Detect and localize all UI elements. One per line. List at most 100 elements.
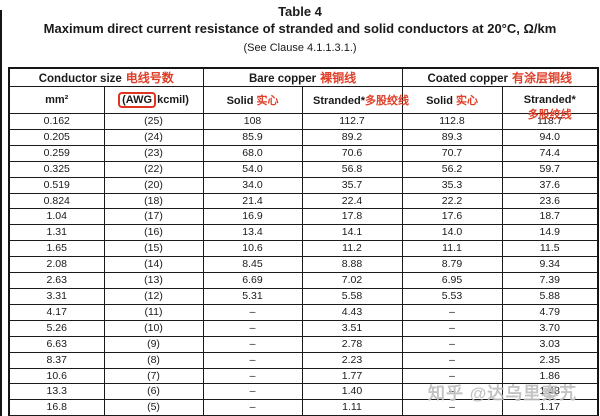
- table-cell: 108: [202, 113, 303, 130]
- table-cell: 2.35: [501, 351, 599, 369]
- table-row: 0.519 (20) 34.0 35.7 35.3 37.6: [8, 176, 599, 194]
- table-cell: 1.31: [8, 224, 105, 242]
- header-coated-solid-en: Solid: [426, 95, 453, 107]
- table-cell: –: [401, 319, 503, 337]
- table-cell: –: [202, 351, 303, 369]
- table-cell: 4.79: [501, 303, 599, 321]
- table-cell: 3.03: [501, 335, 599, 353]
- table-cell: 5.31: [202, 287, 303, 305]
- table-cell: –: [202, 303, 303, 321]
- table-clause-ref: (See Clause 4.1.1.3.1.): [243, 42, 357, 54]
- header-bare-copper: Bare copper 裸铜线: [202, 67, 403, 87]
- table-cell: –: [202, 319, 303, 337]
- table-cell: (7): [103, 367, 204, 385]
- table-cell: 0.325: [8, 160, 105, 178]
- table-cell: 3.51: [301, 319, 403, 337]
- table-cell: 2.08: [8, 256, 105, 274]
- header-bare-copper-en: Bare copper: [248, 73, 317, 85]
- table-cell: –: [202, 335, 303, 353]
- table-cell: (25): [103, 113, 204, 130]
- table-cell: (23): [103, 144, 204, 162]
- table-cell: 16.8: [8, 399, 105, 416]
- table-row: 0.325 (22) 54.0 56.8 56.2 59.7: [8, 160, 599, 178]
- watermark: 知乎 @达乌里秦艽: [428, 384, 578, 403]
- table-cell: 112.8: [401, 113, 503, 130]
- table-cell: 35.7: [301, 176, 403, 194]
- header-conductor-size-en: Conductor size: [38, 73, 122, 85]
- table-cell: 22.4: [301, 192, 403, 210]
- table-cell: (6): [103, 383, 204, 401]
- table-cell: 0.259: [8, 144, 105, 162]
- table-number: Table 4: [278, 4, 322, 19]
- header-bare-solid-en: Solid: [226, 95, 254, 107]
- table-cell: (10): [103, 319, 204, 337]
- table-cell: 11.1: [401, 240, 503, 258]
- header-coated-copper-cn: 有涂层铜线: [512, 71, 573, 85]
- table-cell: (16): [103, 224, 204, 242]
- header-coated-stranded-en: Stranded*: [523, 94, 576, 106]
- table-cell: 21.4: [202, 192, 303, 210]
- table-cell: 5.88: [501, 287, 599, 305]
- table-cell: –: [401, 351, 503, 369]
- table-row: 1.31 (16) 13.4 14.1 14.0 14.9: [8, 224, 599, 242]
- table-cell: 1.77: [301, 367, 403, 385]
- header-coated-stranded: Stranded* 多股绞线: [501, 86, 599, 121]
- table-row: 0.824 (18) 21.4 22.4 22.2 23.6: [8, 192, 599, 210]
- table-cell: 70.6: [301, 144, 403, 162]
- table-cell: 17.6: [401, 208, 503, 226]
- header-mm2: mm²: [8, 86, 105, 114]
- table-cell: 7.02: [301, 272, 403, 289]
- table-cell: 3.70: [501, 319, 599, 337]
- header-kcmil: kcmil): [157, 94, 189, 106]
- table-cell: 14.9: [501, 224, 599, 242]
- table-cell: 94.0: [501, 128, 599, 146]
- table-cell: 54.0: [202, 160, 303, 178]
- table-cell: 4.43: [301, 303, 403, 321]
- table-cell: 0.205: [8, 128, 105, 146]
- header-bare-solid-cn: 实心: [256, 95, 279, 107]
- table-cell: 8.37: [8, 351, 105, 369]
- table-cell: 1.48: [501, 383, 599, 401]
- table-cell: (18): [103, 192, 204, 210]
- table-cell: 16.9: [202, 208, 303, 226]
- table-cell: 6.95: [401, 272, 503, 289]
- header-bare-solid: Solid 实心: [202, 86, 303, 114]
- table-row: 0.259 (23) 68.0 70.6 70.7 74.4: [8, 144, 599, 162]
- scan-edge-line: [0, 10, 2, 416]
- table-row: 13.3 (6) –1.40–1.48: [8, 383, 599, 401]
- table-row: 2.63 (13) 6.69 7.02 6.95 7.39: [8, 272, 599, 289]
- table-title: Maximum direct current resistance of str…: [43, 21, 557, 36]
- header-group-row: Conductor size 电线号数 Bare copper 裸铜线 Coated…: [8, 67, 599, 87]
- header-bare-stranded: Stranded*多股绞线: [301, 86, 409, 114]
- table-cell: 5.53: [401, 287, 503, 305]
- table-cell: 37.6: [501, 176, 599, 194]
- table-cell: 3.31: [8, 287, 105, 305]
- table-cell: 14.1: [301, 224, 403, 242]
- table-cell: 85.9: [202, 128, 303, 146]
- table-cell: 10.6: [8, 367, 105, 385]
- table-cell: 0.519: [8, 176, 105, 194]
- header-sub-row: mm² (AWG kcmil) Solid 实心 Stranded*多股绞线 Sol…: [8, 86, 599, 121]
- table-cell: 1.40: [301, 383, 403, 401]
- table-cell: 5.58: [301, 287, 403, 305]
- table-cell: 56.8: [301, 160, 403, 178]
- table-cell: 22.2: [401, 192, 503, 210]
- table-cell: 1.04: [8, 208, 105, 226]
- table-cell: 7.39: [501, 272, 599, 289]
- table-cell: (20): [103, 176, 204, 194]
- header-awg-kcmil: (AWG kcmil): [103, 86, 204, 114]
- table-cell: 5.26: [8, 319, 105, 337]
- table-cell: (14): [103, 256, 204, 274]
- table-cell: 11.2: [301, 240, 403, 258]
- table-cell: 14.0: [401, 224, 503, 242]
- header-coated-solid: Solid 实心: [401, 86, 503, 114]
- table-cell: (11): [103, 303, 204, 321]
- table-cell: 89.3: [401, 128, 503, 146]
- table-cell: (13): [103, 272, 204, 289]
- table-cell: 4.17: [8, 303, 105, 321]
- table-cell: (24): [103, 128, 204, 146]
- table-cell: 1.86: [501, 367, 599, 385]
- table-row: 0.205 (24) 85.9 89.2 89.3 94.0: [8, 128, 599, 146]
- table-cell: 6.69: [202, 272, 303, 289]
